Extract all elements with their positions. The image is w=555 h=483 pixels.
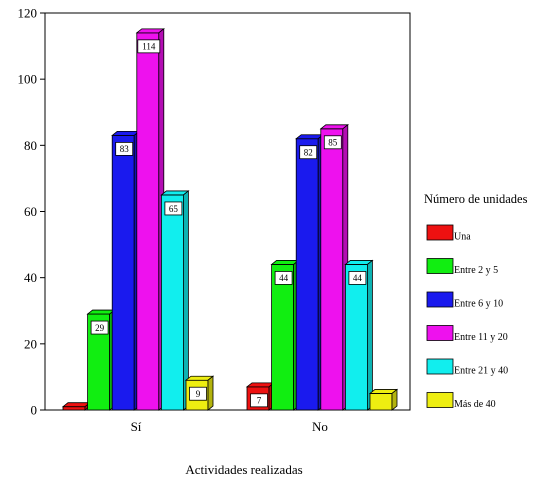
data-label-text: 83 bbox=[120, 144, 130, 154]
legend-swatch bbox=[426, 392, 454, 408]
data-label-text: 114 bbox=[142, 42, 156, 52]
legend-label: Entre 11 y 20 bbox=[454, 332, 508, 343]
x-tick-label: No bbox=[312, 419, 328, 434]
data-label-box bbox=[90, 320, 109, 335]
legend: Número de unidades Una Entre 2 y 5 Entre 6… bbox=[424, 192, 528, 410]
data-label-text: 44 bbox=[279, 273, 289, 283]
legend-entry: Más de 40 bbox=[426, 392, 496, 410]
data-label-box bbox=[348, 271, 367, 285]
bar bbox=[111, 130, 141, 411]
legend-title: Número de unidades bbox=[424, 192, 528, 206]
bar-front bbox=[111, 135, 135, 411]
bar-front bbox=[344, 264, 368, 411]
bar-side bbox=[207, 375, 214, 411]
legend-label: Entre 2 y 5 bbox=[454, 265, 498, 276]
data-label-text: 85 bbox=[328, 138, 338, 148]
legend-label: Entre 21 y 40 bbox=[454, 366, 508, 377]
data-label-text: 9 bbox=[196, 389, 201, 399]
bar bbox=[160, 190, 190, 411]
y-tick-label: 0 bbox=[31, 403, 38, 418]
data-label: 29 bbox=[90, 320, 109, 335]
bar bbox=[319, 123, 349, 411]
legend-swatch bbox=[426, 358, 454, 375]
legend-entry: Entre 21 y 40 bbox=[426, 358, 508, 377]
legend-label: Una bbox=[454, 232, 471, 243]
data-labels: 29 83 114 65 9 7 44 82 85 44 bbox=[90, 39, 367, 408]
data-label-box bbox=[299, 145, 318, 160]
legend-swatch bbox=[426, 291, 454, 308]
data-label: 7 bbox=[250, 393, 268, 408]
data-label: 85 bbox=[323, 135, 342, 150]
bar-front bbox=[320, 128, 344, 411]
y-tick-label: 60 bbox=[24, 204, 37, 219]
data-label: 9 bbox=[189, 386, 207, 401]
data-label: 114 bbox=[137, 39, 161, 54]
data-label-box bbox=[115, 142, 134, 156]
y-tick-label: 40 bbox=[24, 270, 37, 285]
bar bbox=[135, 28, 165, 411]
legend-entry: Entre 6 y 10 bbox=[426, 291, 503, 310]
data-label-box bbox=[189, 386, 207, 401]
y-tick-label: 120 bbox=[18, 6, 38, 21]
data-label-text: 29 bbox=[95, 323, 105, 333]
data-label-box bbox=[137, 39, 161, 54]
data-label: 44 bbox=[274, 271, 293, 285]
bar-front bbox=[160, 194, 184, 411]
data-label-text: 7 bbox=[257, 396, 262, 406]
data-label-box bbox=[164, 201, 183, 216]
x-axis-label: Actividades realizadas bbox=[185, 462, 302, 477]
legend-swatch bbox=[426, 325, 454, 341]
bar-side bbox=[182, 190, 189, 411]
bar bbox=[368, 388, 399, 411]
legend-entry: Entre 2 y 5 bbox=[426, 258, 498, 276]
bar-front bbox=[62, 406, 86, 411]
bar-front bbox=[271, 264, 295, 411]
bar-front bbox=[369, 393, 393, 411]
bar-side bbox=[366, 259, 373, 411]
legend-label: Entre 6 y 10 bbox=[454, 299, 503, 310]
legend-swatch bbox=[426, 258, 454, 274]
data-label-text: 65 bbox=[169, 204, 179, 214]
data-label-box bbox=[274, 271, 293, 285]
bar-side bbox=[391, 388, 398, 411]
data-label-box bbox=[250, 393, 268, 408]
y-tick-label: 20 bbox=[24, 336, 37, 351]
data-label-box bbox=[323, 135, 342, 150]
bars bbox=[61, 28, 399, 411]
data-label: 82 bbox=[299, 145, 318, 160]
data-label: 44 bbox=[348, 271, 367, 285]
y-tick-label: 100 bbox=[18, 72, 38, 87]
bar bbox=[344, 259, 374, 411]
data-label-text: 44 bbox=[353, 273, 363, 283]
legend-swatch bbox=[426, 224, 454, 241]
bar-front bbox=[295, 138, 319, 411]
x-tick-label: Sí bbox=[131, 419, 142, 434]
data-label: 65 bbox=[164, 201, 183, 216]
bar bbox=[295, 133, 325, 411]
bar-front bbox=[136, 32, 160, 411]
data-label-text: 82 bbox=[304, 148, 313, 158]
legend-label: Más de 40 bbox=[454, 399, 496, 410]
bar bbox=[61, 401, 92, 411]
y-tick-label: 80 bbox=[24, 138, 37, 153]
data-label: 83 bbox=[115, 142, 134, 156]
legend-entry: Entre 11 y 20 bbox=[426, 325, 508, 343]
axes: 0 20 40 60 80 100 120 Sí No bbox=[18, 6, 411, 434]
legend-entry: Una bbox=[426, 224, 471, 243]
